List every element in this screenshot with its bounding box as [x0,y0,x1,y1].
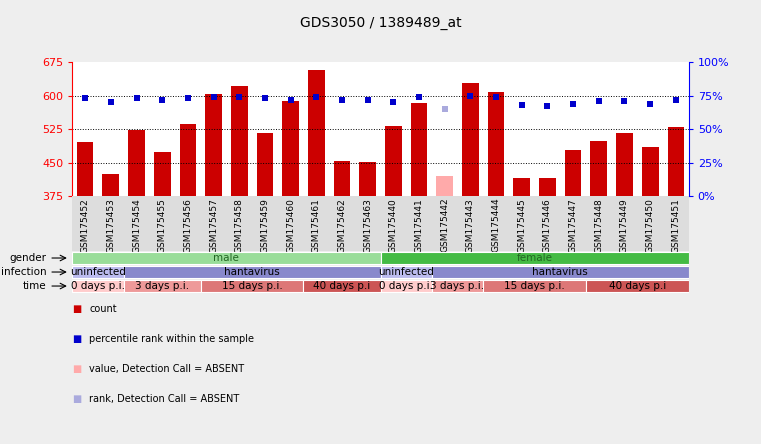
Bar [385,126,402,196]
Text: hantavirus: hantavirus [224,267,280,277]
Text: infection: infection [1,267,46,277]
Text: GSM175455: GSM175455 [158,198,167,253]
Text: 40 days p.i: 40 days p.i [609,281,666,291]
Bar [103,174,119,196]
Text: GSM175444: GSM175444 [492,198,501,253]
Bar [282,101,299,196]
Text: GSM175451: GSM175451 [671,198,680,253]
Text: rank, Detection Call = ABSENT: rank, Detection Call = ABSENT [89,394,239,404]
Text: 0 days p.i.: 0 days p.i. [379,281,433,291]
Text: time: time [23,281,46,291]
Text: GSM175447: GSM175447 [568,198,578,253]
Text: percentile rank within the sample: percentile rank within the sample [89,334,254,344]
Text: GSM175445: GSM175445 [517,198,527,253]
Text: GSM175442: GSM175442 [440,198,449,253]
Bar [304,280,380,293]
Text: GSM175449: GSM175449 [620,198,629,253]
Text: 0 days p.i.: 0 days p.i. [71,281,125,291]
Bar [72,266,123,278]
Text: GSM175463: GSM175463 [363,198,372,253]
Text: GSM175452: GSM175452 [81,198,90,253]
Bar [77,142,94,196]
Bar [308,70,325,196]
Bar [432,266,689,278]
Bar [380,266,432,278]
Text: value, Detection Call = ABSENT: value, Detection Call = ABSENT [89,364,244,374]
Text: GSM175446: GSM175446 [543,198,552,253]
Bar [154,151,170,196]
Text: ■: ■ [72,364,81,374]
Text: ■: ■ [72,334,81,344]
Text: GSM175457: GSM175457 [209,198,218,253]
Bar [205,94,222,196]
Text: female: female [517,253,552,263]
Text: GSM175441: GSM175441 [415,198,424,253]
Text: GSM175450: GSM175450 [645,198,654,253]
Text: GDS3050 / 1389489_at: GDS3050 / 1389489_at [300,16,461,30]
Bar [591,141,607,196]
Bar [488,91,505,196]
Bar [380,252,689,265]
Text: GSM175454: GSM175454 [132,198,141,253]
Text: GSM175460: GSM175460 [286,198,295,253]
Text: GSM175453: GSM175453 [107,198,116,253]
Bar [539,178,556,196]
Bar [616,133,633,196]
Text: 3 days p.i.: 3 days p.i. [431,281,485,291]
Text: hantavirus: hantavirus [533,267,588,277]
Text: GSM175456: GSM175456 [183,198,193,253]
Text: 15 days p.i.: 15 days p.i. [221,281,282,291]
Bar [642,147,658,196]
Text: male: male [213,253,240,263]
Bar [380,280,432,293]
Bar [514,178,530,196]
Text: GSM175458: GSM175458 [234,198,244,253]
Bar [128,130,145,196]
Bar [72,280,123,293]
Bar [359,162,376,196]
Bar [411,103,428,196]
Text: GSM175440: GSM175440 [389,198,398,253]
Bar [256,133,273,196]
Text: GSM175443: GSM175443 [466,198,475,253]
Text: gender: gender [10,253,46,263]
Bar [123,280,201,293]
Text: uninfected: uninfected [378,267,434,277]
Text: 15 days p.i.: 15 days p.i. [505,281,565,291]
Bar [565,150,581,196]
Text: count: count [89,304,116,313]
Text: uninfected: uninfected [70,267,126,277]
Bar [436,176,453,196]
Bar [201,280,304,293]
Bar [483,280,586,293]
Bar [180,124,196,196]
Text: GSM175462: GSM175462 [337,198,346,253]
Bar [72,252,381,265]
Text: ■: ■ [72,304,81,313]
Bar [586,280,689,293]
Text: 3 days p.i.: 3 days p.i. [135,281,189,291]
Text: GSM175459: GSM175459 [260,198,269,253]
Bar [667,127,684,196]
Text: 40 days p.i: 40 days p.i [314,281,371,291]
Bar [333,161,350,196]
Bar [231,86,247,196]
Text: GSM175461: GSM175461 [312,198,321,253]
Bar [123,266,380,278]
Bar [432,280,483,293]
Text: GSM175448: GSM175448 [594,198,603,253]
Text: ■: ■ [72,394,81,404]
Bar [462,83,479,196]
